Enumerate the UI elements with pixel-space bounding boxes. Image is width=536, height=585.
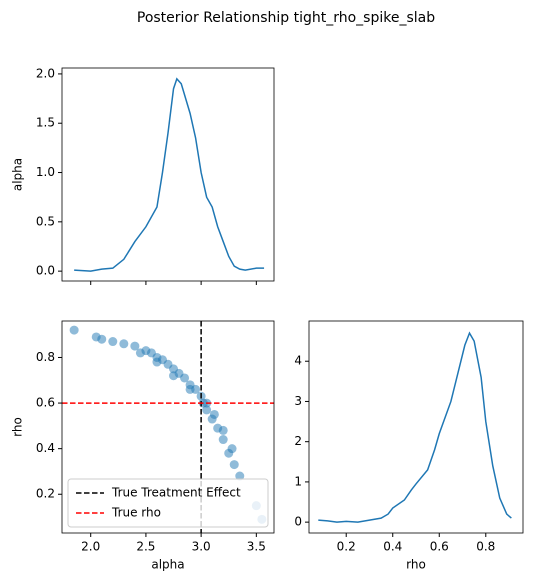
x-tick-label: 3.5 — [247, 540, 266, 554]
scatter-point — [218, 425, 228, 435]
y-tick-label: 0.5 — [36, 214, 55, 228]
y-tick-label: 4 — [294, 354, 302, 368]
scatter-point — [152, 357, 162, 367]
scatter-point — [227, 444, 237, 454]
y-tick-label: 0.4 — [36, 441, 55, 455]
scatter-point — [218, 435, 228, 445]
legend-box — [67, 478, 269, 528]
y-tick-label: 1 — [294, 474, 302, 488]
scatter-point — [180, 373, 190, 383]
y-tick-label: 0.6 — [36, 396, 55, 410]
y-axis-label: alpha — [11, 158, 25, 191]
y-tick-label: 1.0 — [36, 165, 55, 179]
legend-label: True rho — [111, 506, 161, 520]
scatter-point — [169, 371, 179, 381]
x-axis-label: rho — [406, 558, 426, 572]
scatter-point — [202, 405, 212, 415]
y-axis-label: rho — [11, 417, 25, 437]
scatter-point — [69, 325, 79, 335]
scatter-point — [235, 471, 245, 481]
x-tick-label: 0.8 — [476, 540, 495, 554]
scatter-point — [229, 460, 239, 470]
scatter-point — [97, 334, 107, 344]
y-tick-label: 2 — [294, 434, 302, 448]
axes-frame — [61, 67, 275, 282]
figure-title: Posterior Relationship tight_rho_spike_s… — [137, 10, 435, 26]
legend-label: True Treatment Effect — [111, 486, 241, 500]
scatter-point — [130, 341, 140, 351]
x-tick-label: 0.4 — [383, 540, 402, 554]
scatter-point — [135, 348, 145, 358]
y-tick-label: 0.0 — [36, 264, 55, 278]
y-tick-label: 0.2 — [36, 487, 55, 501]
y-tick-label: 0 — [294, 515, 302, 529]
axes-frame — [308, 320, 524, 534]
y-tick-label: 3 — [294, 394, 302, 408]
scatter-point — [185, 384, 195, 394]
y-tick-label: 0.8 — [36, 350, 55, 364]
scatter-point — [108, 337, 118, 347]
x-tick-label: 0.2 — [337, 540, 356, 554]
x-axis-label: alpha — [151, 558, 184, 572]
x-tick-label: 2.0 — [81, 540, 100, 554]
kde-line — [74, 77, 265, 272]
scatter-point — [209, 409, 219, 419]
y-tick-label: 1.5 — [36, 116, 55, 130]
x-tick-label: 0.6 — [430, 540, 449, 554]
kde-line — [318, 331, 512, 523]
axes-frame — [61, 320, 275, 534]
scatter-point — [119, 339, 129, 349]
x-tick-label: 2.5 — [136, 540, 155, 554]
y-tick-label: 2.0 — [36, 66, 55, 80]
x-tick-label: 3.0 — [192, 540, 211, 554]
